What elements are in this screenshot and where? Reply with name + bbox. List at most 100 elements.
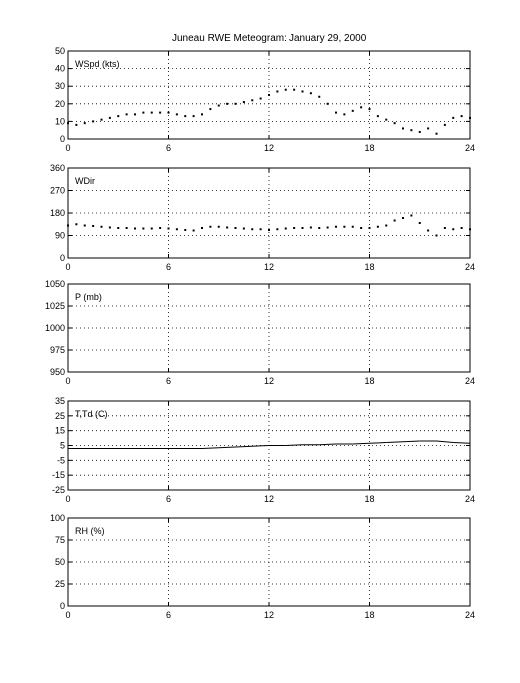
y-tick-label: 25 [55, 411, 65, 421]
data-point [125, 113, 128, 116]
data-point [83, 224, 86, 227]
x-tick-label: 24 [465, 143, 475, 153]
data-point [301, 227, 304, 229]
data-point [418, 130, 421, 133]
y-tick-label: 50 [55, 557, 65, 567]
data-point [443, 123, 446, 126]
series-line-segment [201, 447, 219, 449]
data-point [268, 94, 270, 96]
data-point [108, 116, 111, 119]
data-point [134, 113, 136, 116]
y-tick-label: 40 [55, 64, 65, 74]
y-tick-label: -25 [52, 485, 65, 495]
data-point [276, 90, 279, 93]
x-tick-label: 18 [364, 262, 374, 272]
data-point [159, 111, 162, 114]
data-point [83, 122, 86, 125]
x-tick-label: 0 [65, 494, 70, 504]
data-point [276, 228, 279, 231]
data-point [175, 113, 178, 116]
data-point [251, 99, 254, 102]
x-tick-label: 0 [65, 143, 70, 153]
y-tick-label: 0 [60, 253, 65, 263]
y-tick-label: 50 [55, 46, 65, 56]
data-point [427, 229, 430, 232]
data-point [134, 227, 136, 230]
y-tick-label: 360 [50, 163, 65, 173]
data-point [92, 225, 95, 227]
x-tick-label: 18 [364, 376, 374, 386]
data-point [142, 227, 145, 230]
y-tick-label: 180 [50, 208, 65, 218]
y-tick-label: 270 [50, 186, 65, 196]
data-point [385, 224, 388, 227]
data-point [192, 115, 195, 118]
data-point [92, 120, 95, 123]
y-tick-label: 15 [55, 426, 65, 436]
data-point [418, 222, 421, 224]
x-tick-label: 12 [264, 610, 274, 620]
data-point [351, 109, 354, 112]
y-tick-label: 90 [55, 231, 65, 241]
y-tick-label: 10 [55, 116, 65, 126]
data-point [242, 227, 245, 230]
data-point [117, 115, 120, 118]
y-tick-label: 0 [60, 601, 65, 611]
data-point [117, 227, 120, 229]
data-point [209, 108, 212, 111]
series-line-segment [352, 442, 370, 445]
chart-panel-5: 0 6 12 18 24 0 25 50 75 100 RH (%) [50, 513, 475, 620]
panel-label: RH (%) [75, 526, 105, 536]
y-tick-label: 25 [55, 579, 65, 589]
series-line-segment [369, 442, 387, 444]
data-point [326, 102, 329, 105]
data-point [209, 225, 212, 228]
y-tick-label: 0 [60, 134, 65, 144]
data-point [427, 127, 430, 130]
data-point [301, 90, 304, 93]
x-tick-label: 24 [465, 610, 475, 620]
data-point [343, 113, 346, 116]
data-point [335, 111, 337, 114]
data-point [251, 228, 254, 231]
y-tick-label: 1000 [45, 323, 65, 333]
y-tick-label: 30 [55, 81, 65, 91]
data-point [175, 228, 178, 231]
x-tick-label: 12 [264, 494, 274, 504]
data-point [268, 229, 270, 231]
x-tick-label: 6 [166, 262, 171, 272]
data-point [443, 227, 446, 229]
data-point [469, 228, 471, 231]
figure-title-left: Juneau RWE Meteogram: [172, 33, 287, 44]
data-point [75, 223, 78, 226]
series-line-segment [218, 446, 236, 449]
series-line-segment [402, 440, 420, 443]
series-line-segment [252, 445, 270, 447]
y-tick-label: 75 [55, 535, 65, 545]
chart-panel-1: 0 6 12 18 24 0 10 20 30 40 50 WSpd (kts) [55, 46, 475, 153]
data-point [435, 132, 438, 135]
data-point [360, 227, 363, 229]
data-point [293, 227, 296, 229]
x-tick-label: 18 [364, 494, 374, 504]
x-tick-label: 6 [166, 143, 171, 153]
panel-label: WSpd (kts) [75, 59, 120, 69]
x-tick-label: 12 [264, 376, 274, 386]
data-point [100, 225, 103, 228]
x-tick-label: 0 [65, 262, 70, 272]
panel-label: WDir [75, 176, 95, 186]
data-point [284, 88, 287, 91]
panel-label: P (mb) [75, 292, 102, 302]
data-point [318, 95, 321, 98]
x-tick-label: 0 [65, 610, 70, 620]
data-point [452, 228, 455, 231]
data-point [284, 227, 287, 230]
x-tick-label: 24 [465, 494, 475, 504]
data-point [259, 228, 262, 231]
y-tick-label: 950 [50, 367, 65, 377]
data-point [150, 111, 153, 114]
chart-panel-3: 0 6 12 18 24 950 975 1000 1025 1050 P (mb) [45, 279, 475, 386]
x-tick-label: 24 [465, 376, 475, 386]
